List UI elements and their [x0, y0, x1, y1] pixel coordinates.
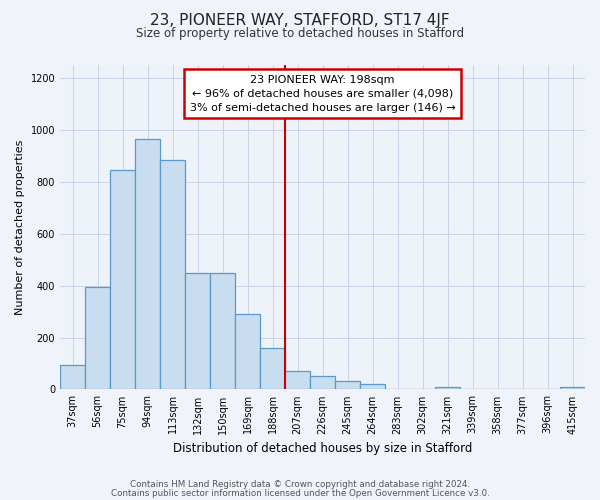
Bar: [160, 160, 185, 390]
Text: 23, PIONEER WAY, STAFFORD, ST17 4JF: 23, PIONEER WAY, STAFFORD, ST17 4JF: [150, 12, 450, 28]
Bar: [235, 314, 260, 390]
Bar: [185, 272, 210, 390]
Bar: [435, 387, 460, 390]
Bar: [310, 376, 335, 390]
Text: 23 PIONEER WAY: 198sqm
← 96% of detached houses are smaller (4,098)
3% of semi-d: 23 PIONEER WAY: 198sqm ← 96% of detached…: [190, 74, 455, 112]
Bar: [135, 139, 160, 390]
Bar: [560, 387, 585, 390]
Bar: [60, 365, 85, 390]
Text: Size of property relative to detached houses in Stafford: Size of property relative to detached ho…: [136, 28, 464, 40]
Bar: [260, 348, 285, 390]
Bar: [110, 170, 135, 390]
Bar: [335, 381, 360, 390]
Text: Contains HM Land Registry data © Crown copyright and database right 2024.: Contains HM Land Registry data © Crown c…: [130, 480, 470, 489]
Y-axis label: Number of detached properties: Number of detached properties: [15, 140, 25, 315]
X-axis label: Distribution of detached houses by size in Stafford: Distribution of detached houses by size …: [173, 442, 472, 455]
Bar: [285, 372, 310, 390]
Bar: [360, 384, 385, 390]
Text: Contains public sector information licensed under the Open Government Licence v3: Contains public sector information licen…: [110, 488, 490, 498]
Bar: [85, 287, 110, 390]
Bar: [210, 272, 235, 390]
